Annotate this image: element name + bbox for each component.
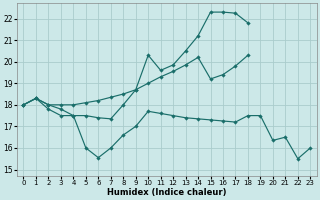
X-axis label: Humidex (Indice chaleur): Humidex (Indice chaleur) [107, 188, 227, 197]
